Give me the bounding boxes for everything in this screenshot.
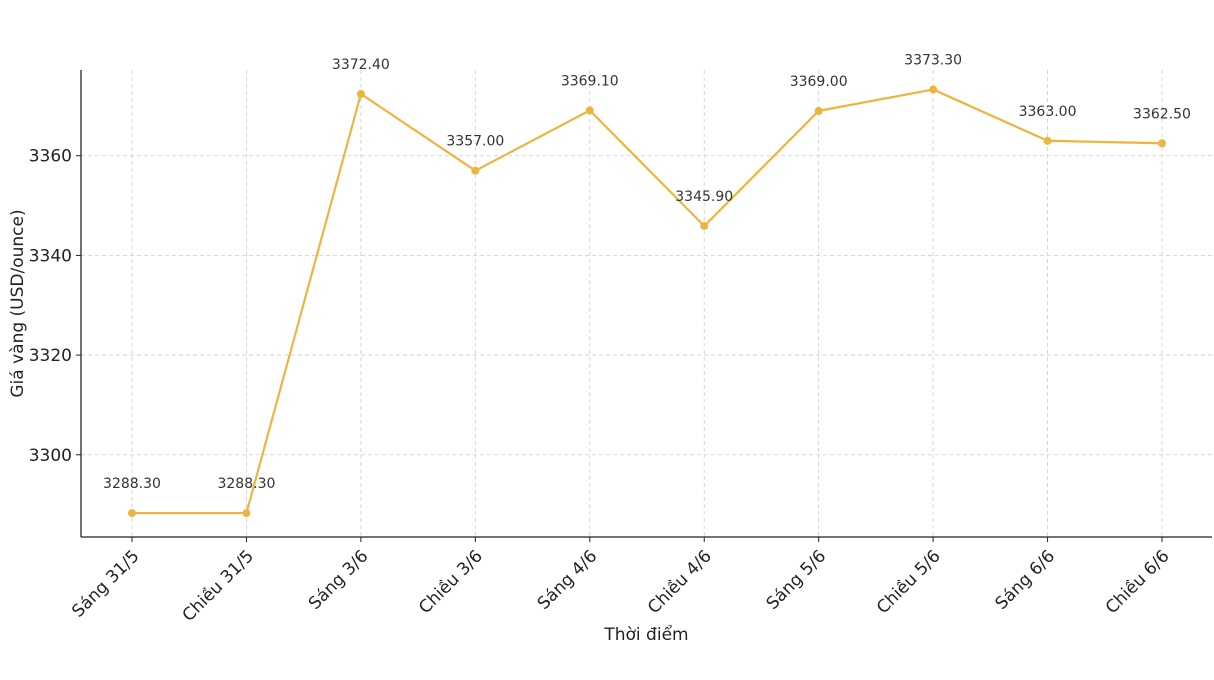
grid-lines	[81, 70, 1212, 537]
data-label: 3288.30	[103, 476, 161, 492]
data-label: 3362.50	[1133, 106, 1191, 122]
series-line	[132, 88, 1163, 515]
data-point	[242, 509, 251, 518]
y-tick-label: 3300	[29, 446, 72, 466]
y-axis-title: Giá vàng (USD/ounce)	[8, 209, 28, 397]
data-label: 3369.10	[561, 73, 619, 89]
data-label: 3373.30	[904, 52, 962, 68]
data-point	[128, 509, 136, 518]
x-tick-label: Sáng 6/6	[992, 546, 1060, 614]
data-point	[585, 106, 594, 115]
data-label: 3369.00	[790, 74, 848, 90]
data-label: 3357.00	[446, 134, 504, 150]
data-label: 3345.90	[675, 189, 733, 205]
data-labels: 3288.30 3288.30 3372.40 3357.00 3369.10 3345.…	[103, 52, 1191, 492]
y-tick-label: 3340	[29, 246, 72, 266]
y-tick-labels: 3300 3320 3340 3360	[29, 147, 81, 466]
data-point	[471, 166, 480, 175]
data-label: 3363.00	[1019, 104, 1077, 120]
data-point	[929, 85, 938, 94]
data-points	[128, 85, 1166, 518]
x-axis-title: Thời điểm	[603, 624, 688, 645]
x-tick-label: Chiều 31/5	[178, 546, 258, 626]
x-tick-label: Chiều 5/6	[872, 546, 944, 618]
data-point	[1158, 139, 1166, 148]
axes	[80, 70, 1212, 538]
x-tick-label: Sáng 3/6	[305, 546, 373, 614]
data-point	[700, 221, 709, 230]
y-tick-label: 3320	[29, 346, 72, 366]
y-tick-label: 3360	[29, 147, 72, 167]
data-point	[1043, 136, 1052, 145]
x-tick-label: Chiều 4/6	[643, 546, 715, 618]
data-point	[814, 106, 823, 115]
x-tick-labels: Sáng 31/5 Chiều 31/5 Sáng 3/6 Chiều 3/6 Sáng…	[68, 537, 1174, 626]
x-tick-label: Chiều 6/6	[1101, 546, 1173, 618]
x-tick-label: Sáng 31/5	[68, 546, 143, 621]
x-tick-label: Chiều 3/6	[414, 546, 486, 618]
series-line-group	[132, 88, 1163, 515]
data-label: 3372.40	[332, 57, 390, 73]
data-point	[356, 89, 365, 98]
x-tick-label: Sáng 5/6	[763, 546, 831, 614]
data-label: 3288.30	[217, 476, 275, 492]
x-tick-label: Sáng 4/6	[534, 546, 602, 614]
